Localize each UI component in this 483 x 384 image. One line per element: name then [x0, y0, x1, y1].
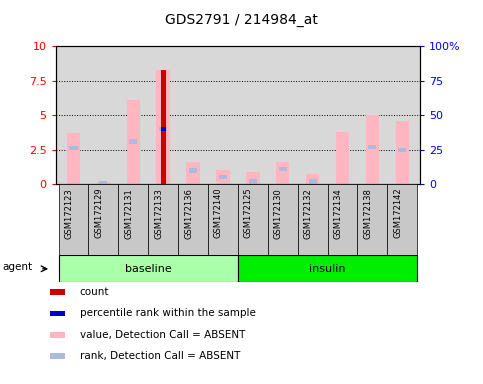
Bar: [398, 148, 406, 152]
Bar: [67, 133, 80, 184]
Text: GSM172129: GSM172129: [94, 188, 103, 238]
Bar: [58, 184, 88, 255]
Text: baseline: baseline: [125, 264, 171, 274]
Bar: [70, 146, 77, 151]
Text: rank, Detection Call = ABSENT: rank, Detection Call = ABSENT: [80, 351, 240, 361]
Text: count: count: [80, 287, 109, 297]
Bar: [156, 70, 170, 184]
Bar: [219, 175, 227, 179]
Text: GSM172136: GSM172136: [184, 188, 193, 239]
Text: value, Detection Call = ABSENT: value, Detection Call = ABSENT: [80, 329, 245, 339]
Bar: [246, 172, 259, 184]
Text: GSM172134: GSM172134: [333, 188, 342, 238]
Bar: [306, 174, 319, 184]
Bar: [161, 127, 166, 131]
Bar: [88, 184, 118, 255]
Bar: [127, 100, 140, 184]
Text: percentile rank within the sample: percentile rank within the sample: [80, 308, 256, 318]
Text: GSM172131: GSM172131: [124, 188, 133, 238]
Bar: [148, 184, 178, 255]
Bar: [99, 181, 107, 185]
Bar: [186, 162, 200, 184]
Bar: [279, 167, 287, 171]
Bar: [336, 132, 349, 184]
Bar: [189, 169, 197, 172]
Bar: [276, 162, 289, 184]
Bar: [159, 127, 167, 131]
Bar: [97, 182, 110, 184]
Bar: [298, 184, 327, 255]
Bar: [50, 332, 65, 338]
Bar: [161, 70, 166, 184]
Bar: [238, 184, 268, 255]
Bar: [118, 184, 148, 255]
Text: GSM172142: GSM172142: [393, 188, 402, 238]
Text: GSM172133: GSM172133: [154, 188, 163, 239]
Text: GSM172123: GSM172123: [64, 188, 73, 238]
Text: insulin: insulin: [309, 264, 346, 274]
Bar: [58, 255, 238, 282]
Bar: [249, 179, 257, 184]
Text: GSM172138: GSM172138: [363, 188, 372, 239]
Bar: [396, 121, 409, 184]
Text: agent: agent: [3, 262, 33, 273]
Text: GDS2791 / 214984_at: GDS2791 / 214984_at: [165, 13, 318, 27]
Bar: [357, 184, 387, 255]
Text: GSM172125: GSM172125: [244, 188, 253, 238]
Bar: [178, 184, 208, 255]
Bar: [129, 139, 137, 144]
Bar: [50, 353, 65, 359]
Bar: [268, 184, 298, 255]
Bar: [238, 255, 417, 282]
Bar: [309, 179, 317, 184]
Text: GSM172140: GSM172140: [214, 188, 223, 238]
Text: GSM172132: GSM172132: [304, 188, 313, 238]
Bar: [369, 145, 376, 149]
Bar: [50, 311, 65, 316]
Bar: [366, 114, 379, 184]
Text: GSM172130: GSM172130: [274, 188, 283, 238]
Bar: [216, 170, 229, 184]
Bar: [50, 290, 65, 295]
Bar: [387, 184, 417, 255]
Bar: [327, 184, 357, 255]
Bar: [208, 184, 238, 255]
